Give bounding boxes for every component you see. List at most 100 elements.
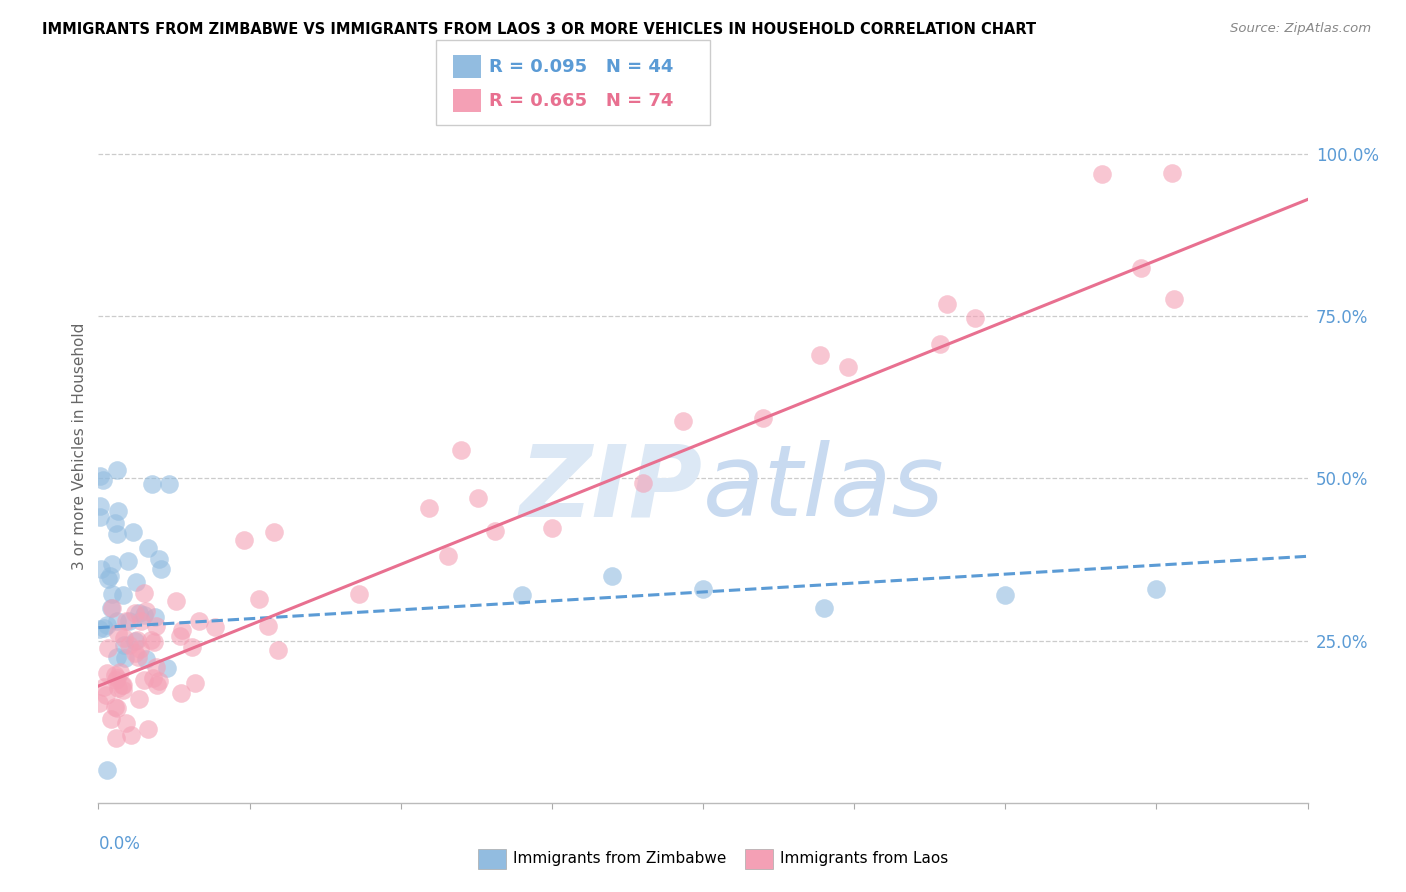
Text: Immigrants from Laos: Immigrants from Laos bbox=[780, 851, 949, 865]
Point bbox=[128, 606, 150, 620]
Text: 0.0%: 0.0% bbox=[98, 835, 141, 853]
Point bbox=[808, 347, 831, 361]
Point bbox=[135, 604, 157, 618]
Point bbox=[105, 463, 128, 477]
Point bbox=[157, 477, 180, 491]
Point bbox=[963, 310, 986, 325]
Point bbox=[132, 586, 155, 600]
Point bbox=[1091, 167, 1114, 181]
Point bbox=[540, 520, 562, 534]
Point bbox=[149, 562, 172, 576]
Point bbox=[104, 699, 127, 714]
Point bbox=[1144, 582, 1167, 596]
Point bbox=[232, 533, 254, 547]
Point bbox=[93, 680, 115, 694]
Text: atlas: atlas bbox=[703, 441, 945, 537]
Point bbox=[169, 629, 191, 643]
Point bbox=[602, 568, 624, 582]
Point bbox=[93, 473, 115, 487]
Point bbox=[128, 692, 150, 706]
Point bbox=[142, 671, 165, 685]
Point bbox=[143, 635, 166, 649]
Point bbox=[111, 678, 134, 692]
Point bbox=[188, 614, 211, 628]
Point bbox=[135, 652, 157, 666]
Point bbox=[111, 683, 134, 698]
Point bbox=[347, 587, 370, 601]
Point bbox=[93, 621, 115, 635]
Point bbox=[1129, 261, 1152, 276]
Point bbox=[125, 633, 148, 648]
Point bbox=[132, 607, 155, 622]
Point bbox=[928, 336, 950, 351]
Point bbox=[143, 610, 166, 624]
Point bbox=[89, 499, 111, 513]
Point bbox=[107, 504, 129, 518]
Point bbox=[89, 468, 111, 483]
Point bbox=[124, 633, 146, 648]
Point bbox=[111, 678, 134, 692]
Point bbox=[181, 640, 204, 655]
Point bbox=[148, 673, 170, 688]
Y-axis label: 3 or more Vehicles in Household: 3 or more Vehicles in Household bbox=[72, 322, 87, 570]
Text: ZIP: ZIP bbox=[520, 441, 703, 537]
Point bbox=[249, 592, 271, 607]
Point bbox=[110, 665, 132, 679]
Point bbox=[631, 475, 654, 490]
Point bbox=[752, 410, 775, 425]
Point bbox=[132, 673, 155, 687]
Point bbox=[96, 666, 118, 681]
Point bbox=[418, 501, 440, 516]
Point bbox=[96, 764, 118, 778]
Point bbox=[105, 671, 128, 685]
Point bbox=[100, 558, 122, 572]
Point bbox=[141, 477, 163, 491]
Point bbox=[813, 601, 835, 615]
Point bbox=[125, 575, 148, 590]
Point bbox=[692, 582, 714, 596]
Point bbox=[450, 443, 472, 458]
Point bbox=[936, 297, 959, 311]
Point bbox=[145, 678, 167, 692]
Point bbox=[121, 728, 143, 742]
Point bbox=[170, 623, 193, 637]
Point bbox=[117, 554, 139, 568]
Text: R = 0.665   N = 74: R = 0.665 N = 74 bbox=[489, 92, 673, 110]
Point bbox=[122, 524, 145, 539]
Point bbox=[145, 618, 167, 632]
Point bbox=[467, 491, 489, 505]
Point bbox=[104, 668, 127, 682]
Point bbox=[129, 615, 152, 629]
Point bbox=[100, 601, 122, 615]
Point bbox=[129, 642, 152, 657]
Point bbox=[87, 697, 110, 711]
Point bbox=[90, 562, 112, 576]
Point bbox=[114, 651, 136, 665]
Point bbox=[437, 549, 460, 564]
Point bbox=[124, 646, 146, 660]
Point bbox=[184, 676, 207, 690]
Point bbox=[1160, 166, 1182, 180]
Point bbox=[257, 619, 280, 633]
Point bbox=[115, 615, 138, 629]
Point bbox=[89, 622, 111, 636]
Point bbox=[98, 569, 121, 583]
Point bbox=[141, 632, 163, 647]
Point bbox=[671, 414, 693, 428]
Point bbox=[107, 626, 129, 640]
Point bbox=[165, 593, 187, 607]
Point bbox=[100, 712, 122, 726]
Point bbox=[101, 587, 124, 601]
Point bbox=[170, 686, 193, 700]
Text: IMMIGRANTS FROM ZIMBABWE VS IMMIGRANTS FROM LAOS 3 OR MORE VEHICLES IN HOUSEHOLD: IMMIGRANTS FROM ZIMBABWE VS IMMIGRANTS F… bbox=[42, 22, 1036, 37]
Point bbox=[118, 614, 141, 628]
Point bbox=[994, 588, 1017, 602]
Point bbox=[97, 641, 120, 656]
Point bbox=[96, 618, 118, 632]
Point bbox=[94, 689, 117, 703]
Point bbox=[105, 650, 128, 665]
Point bbox=[96, 572, 118, 586]
Text: R = 0.095   N = 44: R = 0.095 N = 44 bbox=[489, 58, 673, 76]
Point bbox=[111, 588, 134, 602]
Point bbox=[114, 639, 136, 653]
